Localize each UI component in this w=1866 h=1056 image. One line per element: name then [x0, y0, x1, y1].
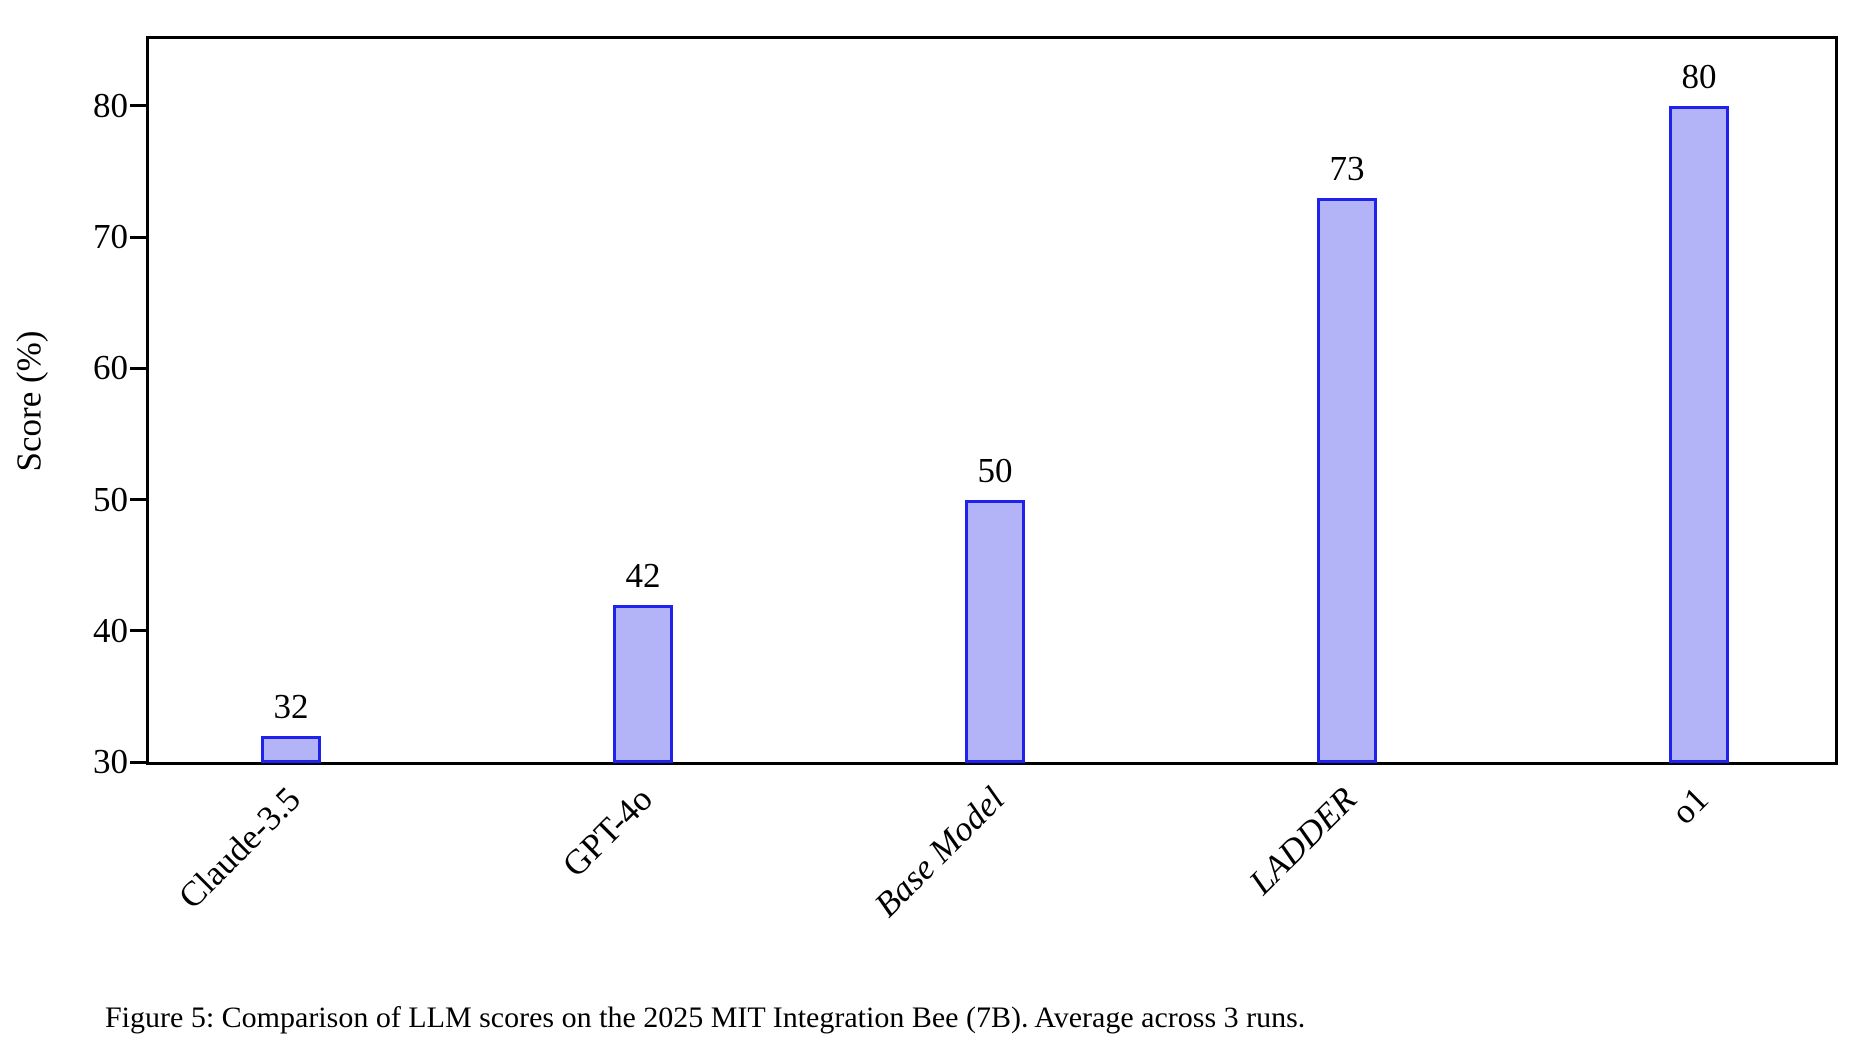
y-tick-mark — [130, 235, 146, 239]
y-tick-label: 40 — [93, 610, 128, 650]
y-axis-label-wrap: Score (%) — [6, 39, 52, 762]
bar-value-label: 80 — [1681, 56, 1717, 96]
y-tick-mark — [130, 498, 146, 502]
bar-value-label: 50 — [977, 450, 1013, 490]
bar — [1317, 197, 1377, 763]
bar-value-label: 73 — [1329, 148, 1365, 188]
y-tick-mark — [130, 760, 146, 764]
y-tick-label: 70 — [93, 217, 128, 257]
bar — [613, 604, 673, 763]
bar — [1669, 105, 1729, 763]
bar — [261, 735, 321, 763]
figure-caption: Figure 5: Comparison of LLM scores on th… — [105, 1001, 1306, 1034]
bar — [965, 499, 1025, 763]
y-tick-mark — [130, 104, 146, 108]
bar-value-label: 32 — [273, 686, 309, 726]
x-tick-label: o1 — [1663, 779, 1716, 832]
y-tick-label: 30 — [93, 742, 128, 781]
y-tick-label: 50 — [93, 479, 128, 519]
y-tick-label: 60 — [93, 348, 128, 388]
bar-value-label: 42 — [625, 555, 661, 595]
y-tick-mark — [130, 366, 146, 370]
y-tick-mark — [130, 629, 146, 633]
y-tick-label: 80 — [93, 85, 128, 125]
